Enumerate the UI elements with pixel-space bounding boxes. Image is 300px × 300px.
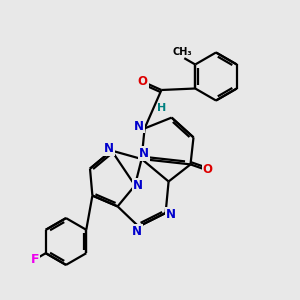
Text: F: F (31, 253, 39, 266)
Text: N: N (166, 208, 176, 221)
Text: N: N (133, 179, 143, 192)
Text: H: H (158, 103, 166, 113)
Text: O: O (202, 163, 213, 176)
Text: N: N (103, 142, 114, 155)
Text: N: N (132, 225, 142, 239)
Text: O: O (138, 75, 148, 88)
Text: CH₃: CH₃ (173, 47, 193, 57)
Text: N: N (139, 147, 149, 160)
Text: N: N (134, 119, 144, 133)
